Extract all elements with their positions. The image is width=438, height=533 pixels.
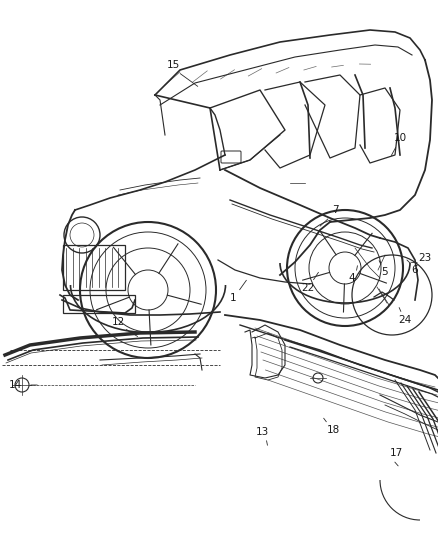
Text: 1: 1 (230, 293, 237, 303)
Text: 18: 18 (326, 425, 339, 435)
Text: 14: 14 (8, 380, 21, 390)
Text: 7: 7 (332, 205, 338, 215)
Text: 10: 10 (393, 133, 406, 143)
Text: 15: 15 (166, 60, 180, 70)
Text: 13: 13 (255, 427, 268, 437)
Text: 22: 22 (301, 283, 314, 293)
Text: 6: 6 (412, 265, 418, 275)
Text: 23: 23 (418, 253, 431, 263)
Text: 12: 12 (111, 317, 125, 327)
Text: 17: 17 (389, 448, 403, 458)
Text: 4: 4 (349, 273, 355, 283)
Bar (63, 245, 125, 290)
Text: 24: 24 (399, 315, 412, 325)
Bar (63, 295, 135, 313)
Text: 5: 5 (381, 267, 389, 277)
